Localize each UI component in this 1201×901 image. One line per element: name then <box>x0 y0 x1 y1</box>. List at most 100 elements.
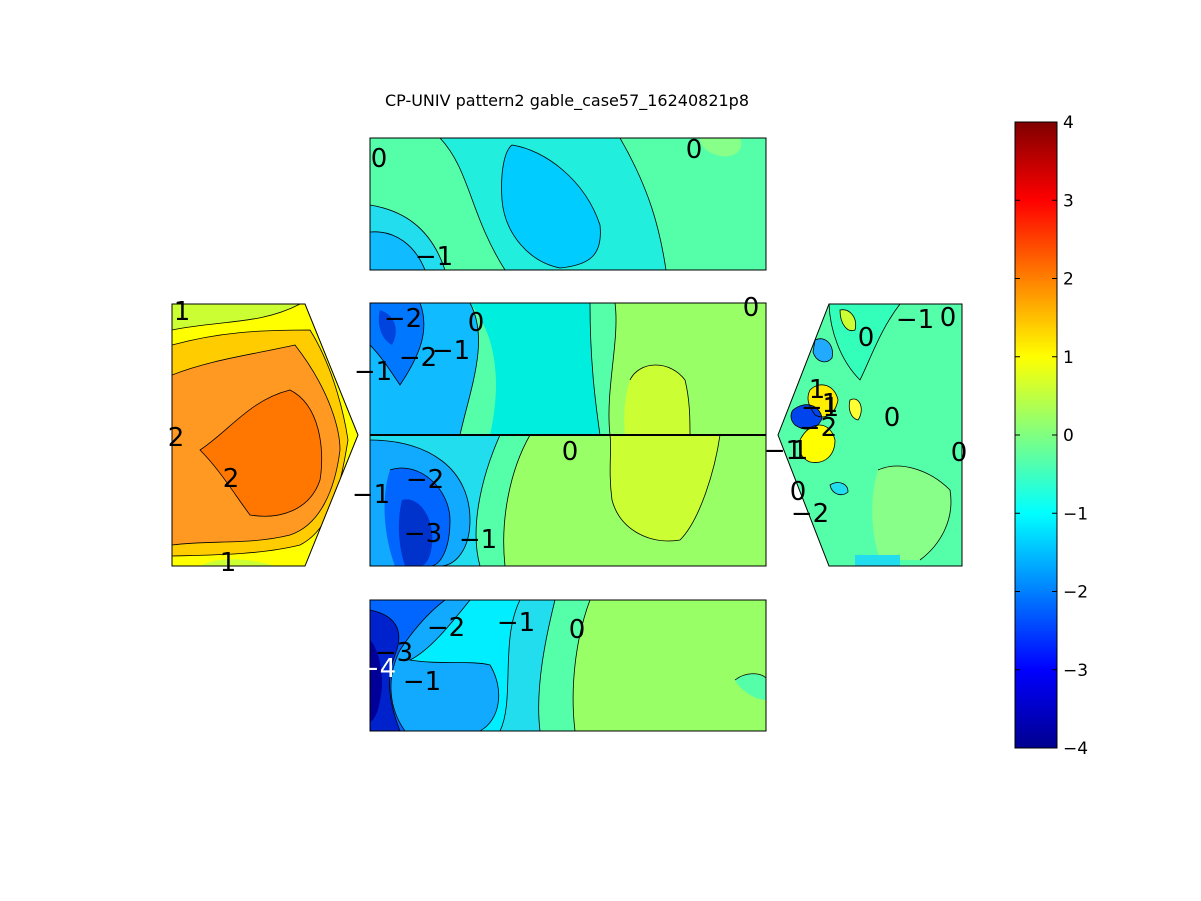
right-gable-contour-region <box>830 482 848 495</box>
contour-label: 0 <box>468 308 485 338</box>
contour-label: −2 <box>791 499 829 529</box>
left-gable-contour-line <box>172 344 341 546</box>
colorbar-ticks: 4 3 2 1 0 −1 −2 −3 −4 <box>1015 113 1088 759</box>
roof-lower-contour-region <box>610 435 720 541</box>
roof-upper-contour-line <box>629 364 691 435</box>
right-gable-contour-line <box>798 424 836 463</box>
contour-label: −4 <box>358 654 396 684</box>
contour-label: −1 <box>459 525 497 555</box>
roof-lower-contour-line <box>609 435 721 542</box>
contour-label: −1 <box>801 393 839 423</box>
bottom-wall-contour-line <box>572 600 591 731</box>
right-gable-contour-line <box>829 482 849 496</box>
contour-label: −3 <box>404 519 442 549</box>
right-gable-contour-line <box>790 404 823 430</box>
roof-upper-contour-region <box>470 303 600 435</box>
top-wall-contour-region <box>370 231 425 270</box>
chart-title: CP-UNIV pattern2 gable_case57_16240821p8 <box>385 91 749 111</box>
contour-label: 0 <box>686 135 703 165</box>
bottom-wall-contour-line <box>390 600 446 731</box>
top-wall-contour-line <box>370 231 426 270</box>
right-gable-contour-region <box>790 404 822 430</box>
panel-top-wall <box>370 138 766 270</box>
roof-lower-contour-region <box>398 499 433 566</box>
contour-label: 0 <box>562 437 579 467</box>
contour-label: −2 <box>406 465 444 495</box>
right-gable-contour-line <box>812 338 833 363</box>
colorbar: 4 3 2 1 0 −1 −2 −3 −4 <box>1014 113 1088 759</box>
contour-label: 0 <box>569 615 586 645</box>
left-gable-contour-region <box>200 390 322 517</box>
colorbar-tick-label: 3 <box>1063 191 1074 211</box>
contour-label: −2 <box>384 304 422 334</box>
roof-upper-contour-region <box>378 310 396 345</box>
contour-label: −2 <box>427 613 465 643</box>
bottom-wall-contour-region <box>735 673 766 700</box>
right-gable-contour-line <box>839 309 857 332</box>
contour-label: 1 <box>792 436 809 466</box>
roof-upper-contour-line <box>370 303 425 386</box>
right-gable-contour-region <box>872 466 951 560</box>
left-gable-contour-line <box>199 389 323 517</box>
bottom-wall-contour-line <box>370 609 401 731</box>
bottom-wall-contour-line <box>499 600 521 731</box>
contour-label: 0 <box>790 477 807 507</box>
left-gable-contour-region <box>172 304 300 330</box>
roof-lower-contour-line <box>389 467 451 566</box>
bottom-wall-contour-region <box>370 640 382 722</box>
contour-label: −2 <box>399 343 437 373</box>
top-wall-contour-line <box>439 138 506 270</box>
panel-left-gable <box>172 304 358 566</box>
right-gable-contour-line <box>828 304 901 381</box>
right-gable-border <box>777 303 963 567</box>
contour-label: 0 <box>743 293 760 323</box>
roof-upper-contour-line <box>589 303 601 435</box>
contour-label: 2 <box>168 423 185 453</box>
contour-label: 1 <box>809 375 826 405</box>
contour-label: −1 <box>497 608 535 638</box>
top-wall-border <box>369 137 767 271</box>
contour-label: −1 <box>415 242 453 272</box>
colorbar-tick-label: −1 <box>1063 504 1088 524</box>
right-gable-contour-line <box>807 384 839 418</box>
right-gable-contour-region <box>813 338 833 362</box>
contour-label: 1 <box>174 297 191 327</box>
roof-lower-contour-line <box>475 435 501 566</box>
bottom-wall-contour-line <box>538 600 556 731</box>
colorbar-tick-label: −4 <box>1063 739 1088 759</box>
contour-label: −1 <box>354 357 392 387</box>
right-gable-contour-region <box>849 399 862 420</box>
right-gable-contour-line <box>877 465 952 561</box>
left-gable-contour-line <box>172 304 301 331</box>
roof-lower-contour-line <box>370 439 471 566</box>
contour-label: −2 <box>799 413 837 443</box>
top-wall-contour-line <box>370 204 446 270</box>
contour-label: −1 <box>403 667 441 697</box>
contour-label: −1 <box>352 480 390 510</box>
contour-label: −1 <box>432 336 470 366</box>
left-gable-contour-line <box>172 329 349 557</box>
contour-label: −1 <box>896 305 934 335</box>
colorbar-gradient <box>1015 122 1057 748</box>
right-gable-contour-line <box>848 398 862 421</box>
contour-label: 0 <box>951 438 968 468</box>
bottom-wall-border <box>369 599 767 732</box>
panel-roof-lower <box>370 435 766 566</box>
top-wall-contour-line <box>619 138 667 270</box>
left-gable-contour-region <box>200 559 275 566</box>
colorbar-tick-label: 0 <box>1063 426 1074 446</box>
right-gable-contour-region <box>799 425 835 463</box>
colorbar-tick-label: 2 <box>1063 270 1074 290</box>
panel-roof-upper <box>370 303 766 435</box>
contour-label: −3 <box>375 638 413 668</box>
contour-label: 1 <box>220 548 237 578</box>
bottom-wall-contour-line <box>734 673 766 681</box>
bottom-wall-contour-line <box>408 600 500 731</box>
top-wall-contour-region <box>700 138 742 157</box>
right-gable-contour-region <box>855 555 900 566</box>
panel-bottom-wall <box>370 600 766 731</box>
colorbar-tick-label: 1 <box>1063 348 1074 368</box>
top-wall-contour-region <box>501 145 601 268</box>
contour-label: 0 <box>371 144 388 174</box>
